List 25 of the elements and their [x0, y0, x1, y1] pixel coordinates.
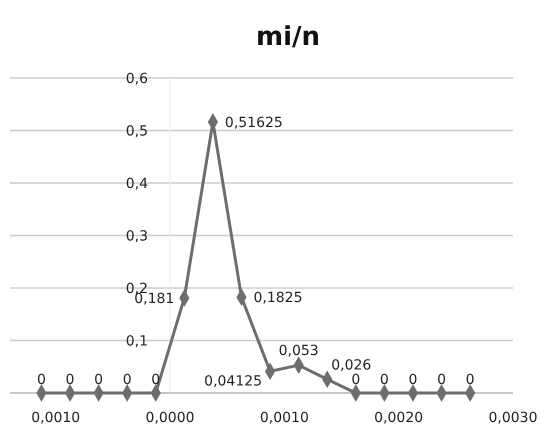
x-tick-label: 0,0020	[374, 410, 424, 426]
data-label: 0,053	[278, 343, 319, 360]
data-label: 0	[94, 372, 104, 388]
x-tick-label: 0,0010	[31, 410, 80, 426]
data-label: 0	[466, 372, 475, 388]
x-tick-label: 0,0010	[260, 410, 309, 426]
y-tick-label: 0,1	[126, 334, 148, 350]
data-label: 0	[380, 372, 389, 388]
data-label: 0	[122, 372, 132, 388]
data-label: 0	[437, 372, 446, 388]
y-tick-label: 0,3	[126, 228, 148, 244]
y-tick-label: 0,4	[126, 176, 148, 192]
x-tick-label: 0,0000	[146, 410, 195, 426]
chart-title: mi/n	[256, 22, 320, 52]
data-label: 0	[351, 372, 360, 388]
y-tick-label: 0,6	[126, 71, 148, 87]
data-label: 0,026	[331, 357, 372, 374]
data-label: 0	[66, 372, 74, 388]
x-tick-label: 0,0030	[488, 410, 538, 426]
y-tick-label: 0,5	[126, 124, 148, 140]
data-label: 0,51625	[224, 114, 283, 131]
data-label: 0,04125	[204, 373, 262, 390]
data-label: 0	[36, 372, 46, 388]
data-label: 0	[408, 372, 418, 388]
data-label: 0,1825	[253, 290, 302, 306]
